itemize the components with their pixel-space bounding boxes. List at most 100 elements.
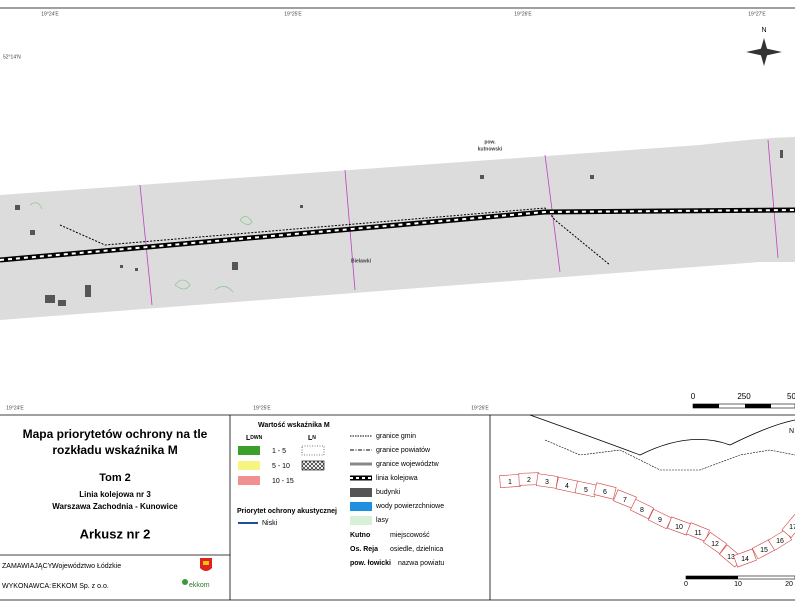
north-arrow: N xyxy=(746,27,782,66)
municipal-boundary xyxy=(59,207,611,266)
class-swatch xyxy=(238,446,260,455)
symbol-sub: N xyxy=(312,435,316,441)
client-label: ZAMAWIAJĄCY: xyxy=(2,563,54,570)
county-label: kutnowski xyxy=(478,146,503,152)
scale-label: 0 xyxy=(684,581,688,588)
class-label: 5 - 10 xyxy=(272,463,290,470)
sheet-number: 6 xyxy=(603,489,607,496)
sheet-number: 12 xyxy=(711,541,719,548)
sheet-outline xyxy=(781,514,795,538)
sheet-cell: 2 xyxy=(518,472,540,486)
symbol: L xyxy=(308,435,313,442)
priority-label: Niski xyxy=(262,520,278,527)
legend-item: lasy xyxy=(376,517,389,524)
sheet-cell: 12 xyxy=(702,531,728,555)
route: Warszawa Zachodnia - Kunowice xyxy=(52,502,178,511)
contractor-label: WYKONAWCA: xyxy=(2,583,51,590)
legend-symbols xyxy=(350,435,372,525)
legend-item: linia kolejowa xyxy=(376,475,418,482)
sheet-number: 2 xyxy=(527,477,531,484)
sheet-outline xyxy=(686,522,710,542)
priority-title: Priorytet ochrony akustycznej xyxy=(237,508,337,515)
sheet-number: 7 xyxy=(623,497,627,504)
north-label: N xyxy=(789,428,794,435)
sheet-cell: 14 xyxy=(733,548,757,568)
place-type: nazwa powiatu xyxy=(398,560,444,567)
class-label: 10 - 15 xyxy=(272,478,294,485)
coordinate-label: 19°24'E xyxy=(6,405,24,411)
legend-column: LDWN xyxy=(246,435,263,442)
coordinate-label: 19°25'E xyxy=(253,405,271,411)
sheet-cell: 11 xyxy=(686,522,710,542)
title: rozkładu wskaźnika M xyxy=(52,443,177,457)
scale-bar xyxy=(686,576,738,579)
coat-of-arms xyxy=(200,558,212,571)
legend-item: granice powiatów xyxy=(376,447,431,454)
title-block: Mapa priorytetów ochrony na tle rozkładu… xyxy=(2,427,212,590)
sheet-number: 4 xyxy=(565,483,569,490)
symbol-sub: DWN xyxy=(250,435,262,441)
sheet-number: 5 xyxy=(584,487,588,494)
legend-item: granice województw xyxy=(376,461,440,468)
logo-mark xyxy=(182,579,188,585)
logo: ekkom xyxy=(189,582,210,589)
sheet-cell: 6 xyxy=(593,482,617,500)
volume: Tom 2 xyxy=(99,472,131,484)
sheet-number: 3 xyxy=(545,479,549,486)
railway-pattern xyxy=(0,209,795,261)
sheet-number: 16 xyxy=(776,538,784,545)
sheet-outline xyxy=(535,473,559,489)
sheet-number: 1 xyxy=(508,479,512,486)
sheet-outline xyxy=(647,508,673,530)
sheet-number: 9 xyxy=(658,517,662,524)
sheet-number: 10 xyxy=(675,524,683,531)
sheet-cell: 17 xyxy=(781,514,795,538)
class-swatch xyxy=(238,461,260,470)
class-label: 1 - 5 xyxy=(272,448,286,455)
client: Województwo Łódzkie xyxy=(52,563,121,570)
buildings xyxy=(15,150,783,306)
sheet-outline xyxy=(629,498,655,520)
legend-item: budynki xyxy=(376,489,401,496)
sheet-cell: 3 xyxy=(535,473,559,489)
legend-item: wody powierzchniowe xyxy=(375,503,444,510)
place-sample: Os. Reja xyxy=(350,546,378,553)
coordinate-label: 19°24'E xyxy=(41,11,59,17)
legend-column: LN xyxy=(308,435,316,442)
scale-label: 20 xyxy=(785,581,793,588)
sheet-number: 14 xyxy=(741,556,749,563)
scale-bar: 0 250 50 xyxy=(691,392,795,409)
coordinate-label: 19°26'E xyxy=(471,405,489,411)
contractor: EKKOM Sp. z o.o. xyxy=(52,583,109,590)
railway-line: Linia kolejowa nr 3 xyxy=(79,490,151,499)
north-label: N xyxy=(761,27,766,34)
symbol: L xyxy=(246,435,251,442)
sheet-number: 15 xyxy=(760,547,768,554)
buffer-zone xyxy=(0,137,795,320)
sheet-outline xyxy=(702,531,728,555)
place-label: Bielawki xyxy=(351,258,372,264)
sheet-outline xyxy=(593,482,617,500)
sheet-number: 13 xyxy=(727,554,735,561)
sheet-number: 17 xyxy=(789,524,795,531)
sheet-cell: 1 xyxy=(499,473,521,489)
title: Mapa priorytetów ochrony na tle xyxy=(23,427,208,441)
place-sample: pow. łowicki xyxy=(350,560,391,567)
legend: Wartość wskaźnika M LDWN LN 1 - 5 5 - 10… xyxy=(237,422,444,567)
sheet-number: Arkusz nr 2 xyxy=(80,526,151,541)
place-type: miejscowość xyxy=(390,532,430,539)
forests xyxy=(29,202,253,293)
county-label: pow. xyxy=(484,139,496,145)
place-sample: Kutno xyxy=(350,532,370,539)
coordinate-label: 19°27'E xyxy=(748,11,766,17)
scale-label: 10 xyxy=(734,581,742,588)
graticule: 19°24'E 19°25'E 19°26'E 19°27'E 19°24'E … xyxy=(3,11,766,411)
ln-swatch xyxy=(301,460,325,471)
ln-swatch xyxy=(301,445,325,456)
coordinate-label: 19°26'E xyxy=(514,11,532,17)
coordinate-label: 52°14'N xyxy=(3,54,21,60)
class-swatch xyxy=(238,476,260,485)
scale-label: 250 xyxy=(737,392,751,401)
